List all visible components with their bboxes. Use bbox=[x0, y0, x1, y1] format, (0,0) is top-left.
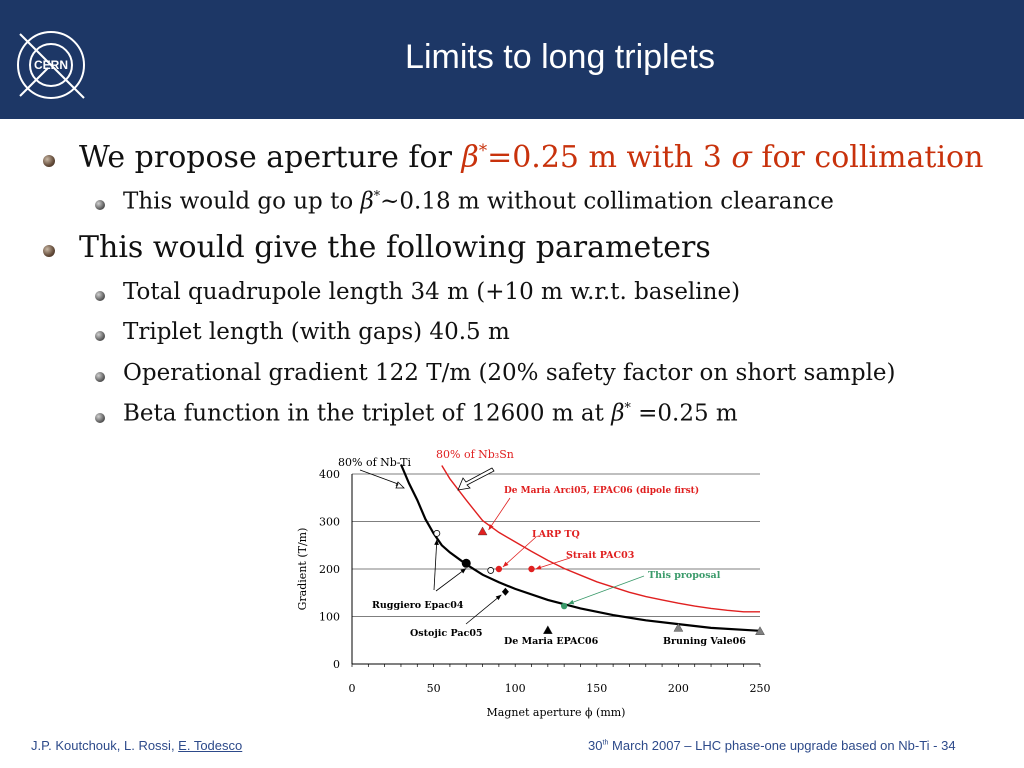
y-tick-label: 400 bbox=[319, 468, 340, 481]
arrow-ruggiero-1 bbox=[433, 539, 438, 591]
annotation-label: Ostojic Pac05 bbox=[410, 628, 483, 639]
footer-authors-line: J.P. Koutchouk, L. Rossi, E. Todesco bbox=[31, 738, 242, 753]
footer-date-suffix: th bbox=[602, 738, 609, 747]
x-tick-label: 150 bbox=[586, 682, 607, 695]
data-point bbox=[477, 526, 488, 536]
bullet-icon bbox=[43, 245, 55, 257]
arrow-strait-head bbox=[535, 565, 542, 570]
footer-date-day: 30 bbox=[588, 738, 603, 753]
arrow-larp-head bbox=[502, 561, 509, 567]
bullet-2-sub-1: Total quadrupole length 34 m (+10 m w.r.… bbox=[123, 279, 741, 305]
annotation-label: Bruning Vale06 bbox=[663, 636, 746, 647]
data-point bbox=[433, 529, 441, 537]
annotation-label: De Maria EPAC06 bbox=[504, 636, 599, 647]
y-tick-label: 100 bbox=[319, 611, 340, 624]
bullet-1-sub-prefix: This would go up to bbox=[123, 188, 361, 215]
arrow-demaria-arci bbox=[488, 497, 511, 531]
bullet-1-sub: This would go up to β*~0.18 m without co… bbox=[123, 188, 834, 215]
arrow-ruggiero-2 bbox=[435, 567, 467, 592]
bullet-1-beta: β bbox=[461, 140, 479, 175]
bullet-1: We propose aperture for β*=0.25 m with 3… bbox=[79, 140, 983, 175]
annotation-label: This proposal bbox=[648, 570, 721, 581]
arrow-demaria-arci-head bbox=[488, 524, 494, 530]
nb3sn-label-arrow bbox=[457, 467, 495, 491]
annotation-label: De Maria Arci05, EPAC06 (dipole first) bbox=[504, 485, 699, 496]
bullet-1-sub-tail: ~0.18 m without collimation clearance bbox=[380, 188, 834, 215]
annotation-label: LARP TQ bbox=[532, 529, 580, 540]
bullet-1-star: * bbox=[478, 141, 488, 160]
cern-logo: CERN bbox=[17, 31, 85, 99]
sub-bullet-icon bbox=[95, 200, 105, 210]
arrow-strait bbox=[535, 557, 571, 570]
arrow-ostojic bbox=[465, 594, 502, 625]
nbti-label-arrow bbox=[359, 469, 405, 489]
data-point bbox=[755, 626, 765, 635]
y-tick-label: 0 bbox=[333, 658, 340, 671]
sub-bullet-icon bbox=[95, 413, 105, 423]
bullet-2-sub-4-beta: β bbox=[611, 400, 625, 427]
data-point bbox=[501, 587, 509, 596]
arrow-ostojic-head bbox=[495, 594, 502, 601]
annotation-label: Ruggiero Epac04 bbox=[372, 600, 464, 611]
footer-authors: J.P. Koutchouk, L. Rossi, bbox=[31, 738, 179, 753]
nbti-curve bbox=[399, 464, 761, 632]
slide-title: Limits to long triplets bbox=[405, 38, 715, 76]
x-tick-label: 50 bbox=[427, 682, 441, 695]
bullet-1-sub-star: * bbox=[373, 188, 381, 203]
annotation-label: Strait PAC03 bbox=[566, 550, 634, 561]
annotation-label: 80% of Nb-Ti bbox=[338, 456, 411, 469]
sub-bullet-icon bbox=[95, 291, 105, 301]
y-tick-label: 300 bbox=[319, 516, 340, 529]
y-axis-label: Gradient (T/m) bbox=[296, 528, 309, 611]
logo-text: CERN bbox=[34, 58, 68, 72]
bullet-2: This would give the following parameters bbox=[79, 230, 711, 265]
data-point bbox=[560, 602, 568, 610]
slide-header bbox=[0, 0, 1024, 119]
annotation-label: 80% of Nb₃Sn bbox=[436, 448, 514, 461]
sub-bullet-icon bbox=[95, 372, 105, 382]
nb3sn-curve bbox=[441, 465, 760, 613]
gradient-aperture-chart: 0 100 200 300 400 0 50 100 150 200 250 Magnet apert… bbox=[296, 448, 771, 719]
bullet-1-tail: for collimation bbox=[751, 140, 984, 175]
bullet-1-value: =0.25 m with 3 bbox=[487, 140, 732, 175]
bullet-1-sub-beta: β bbox=[360, 188, 374, 215]
bullet-2-sub-3: Operational gradient 122 T/m (20% safety… bbox=[123, 360, 896, 386]
data-point bbox=[461, 558, 471, 568]
bullet-2-sub-4-tail: =0.25 m bbox=[630, 400, 738, 427]
data-point bbox=[495, 565, 503, 573]
bullet-1-sigma: σ bbox=[731, 140, 752, 175]
bullet-1-prefix: We propose aperture for bbox=[79, 140, 462, 175]
arrow-ruggiero-2-head bbox=[460, 568, 467, 574]
x-tick-label: 200 bbox=[668, 682, 689, 695]
arrow-this-proposal-head bbox=[568, 599, 575, 605]
x-tick-label: 250 bbox=[750, 682, 771, 695]
bullet-2-sub-4-star: * bbox=[624, 400, 631, 415]
footer-author-link[interactable]: E. Todesco bbox=[178, 738, 243, 753]
x-axis-label: Magnet aperture ϕ (mm) bbox=[487, 706, 626, 719]
data-point bbox=[528, 565, 535, 573]
sub-bullet-icon bbox=[95, 331, 105, 341]
data-point bbox=[487, 567, 495, 574]
bullet-2-sub-2: Triplet length (with gaps) 40.5 m bbox=[123, 319, 510, 345]
arrow-larp bbox=[502, 536, 537, 568]
data-point bbox=[542, 625, 553, 634]
bullet-icon bbox=[43, 155, 55, 167]
arrow-this-proposal bbox=[568, 575, 645, 605]
bullet-2-sub-4: Beta function in the triplet of 12600 m … bbox=[123, 400, 738, 427]
footer-event: March 2007 – LHC phase-one upgrade based… bbox=[608, 738, 956, 753]
x-tick-label: 100 bbox=[505, 682, 526, 695]
y-tick-label: 200 bbox=[319, 563, 340, 576]
arrow-ruggiero-1-head bbox=[434, 539, 439, 545]
footer-event-line: 30th March 2007 – LHC phase-one upgrade … bbox=[588, 738, 956, 753]
bullet-2-sub-4-prefix: Beta function in the triplet of 12600 m … bbox=[123, 400, 612, 427]
data-point bbox=[673, 622, 684, 632]
x-tick-label: 0 bbox=[349, 682, 356, 695]
